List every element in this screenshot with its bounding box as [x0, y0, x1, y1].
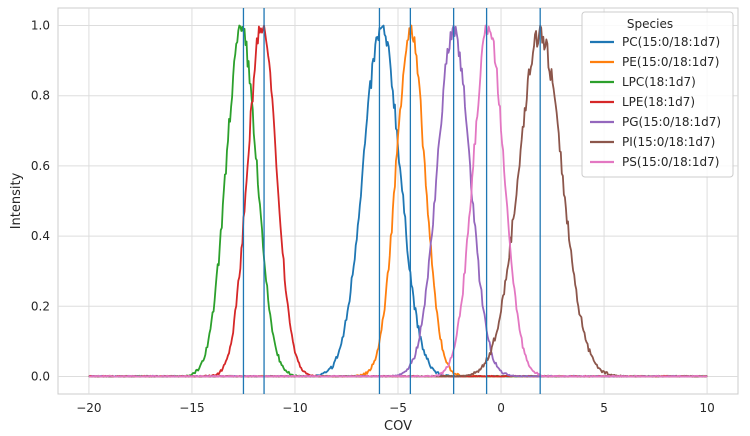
- x-tick-label: 0: [497, 401, 505, 415]
- legend-box: [581, 11, 734, 178]
- legend-entry-6: PS(15:0/18:1d7): [622, 155, 719, 169]
- y-tick-label: 0.4: [31, 229, 50, 243]
- x-tick-label: −15: [179, 401, 204, 415]
- legend-entry-3: LPE(18:1d7): [622, 95, 695, 109]
- x-tick-label: −5: [389, 401, 407, 415]
- legend-entry-4: PG(15:0/18:1d7): [622, 115, 721, 129]
- vertical-lines: [242, 8, 541, 394]
- series-lines: [88, 24, 708, 378]
- legend-entry-5: PI(15:0/18:1d7): [622, 135, 715, 149]
- y-axis-label: Intensity: [9, 172, 24, 229]
- legend-title: Species: [627, 17, 673, 31]
- y-tick-label: 0.8: [31, 89, 50, 103]
- x-tick-label: 5: [600, 401, 608, 415]
- y-tick-label: 0.6: [31, 159, 50, 173]
- x-axis-label: COV: [384, 419, 412, 434]
- y-tick-label: 0.2: [31, 299, 50, 313]
- series-line-6: [88, 24, 708, 378]
- x-tick-label: 10: [699, 401, 714, 415]
- legend-entry-0: PC(15:0/18:1d7): [622, 35, 720, 49]
- y-tick-label: 0.0: [31, 369, 50, 383]
- legend: Species PC(15:0/18:1d7) PE(15:0/18:1d7) LP…: [581, 11, 734, 178]
- y-ticks: 0.0 0.2 0.4 0.6 0.8 1.0: [31, 19, 50, 384]
- legend-entry-1: PE(15:0/18:1d7): [622, 55, 719, 69]
- x-tick-label: −20: [76, 401, 101, 415]
- legend-entry-2: LPC(18:1d7): [622, 75, 696, 89]
- x-ticks: −20 −15 −10 −5 0 5 10: [76, 401, 714, 415]
- y-tick-label: 1.0: [31, 19, 50, 33]
- grid: [58, 8, 738, 394]
- x-tick-label: −10: [282, 401, 307, 415]
